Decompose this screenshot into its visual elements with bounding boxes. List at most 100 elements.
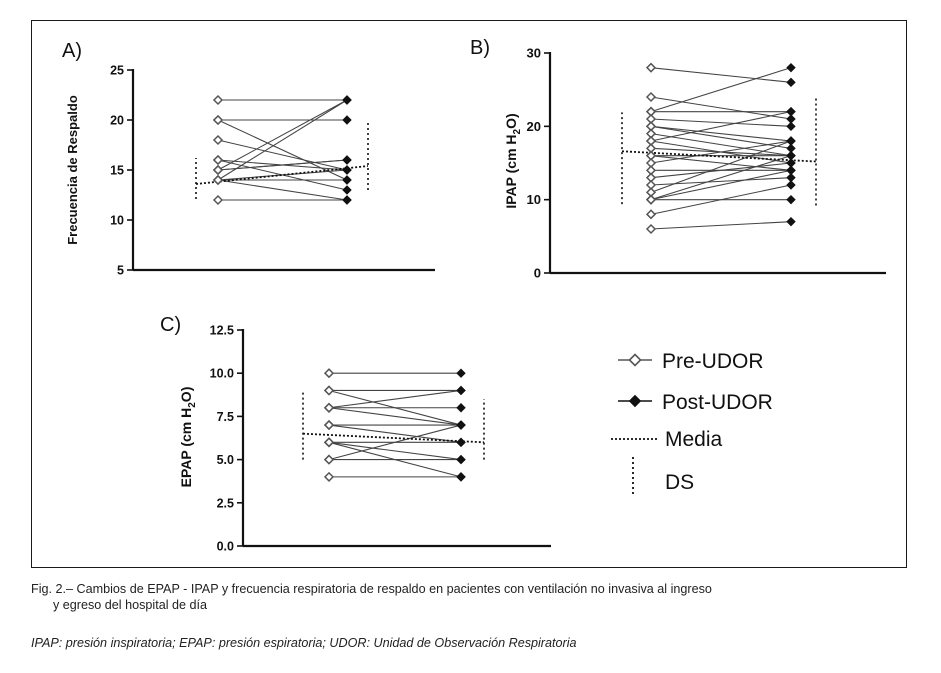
pre-marker: [323, 385, 335, 396]
pair-line: [328, 389, 462, 409]
pair-line: [650, 96, 792, 120]
panel-c-ylabel: EPAP (cm H2O): [178, 387, 198, 488]
pair-line: [650, 169, 792, 201]
panel-c-label: C): [160, 314, 181, 336]
legend-pre-label: Pre-UDOR: [662, 350, 764, 373]
pair-line: [650, 184, 792, 215]
post-marker: [786, 180, 796, 190]
pre-marker: [645, 91, 657, 103]
post-marker: [786, 194, 796, 205]
post-marker: [786, 216, 796, 227]
y-tick-label: 12.5: [210, 324, 234, 338]
caption-line-1: Fig. 2.– Cambios de EPAP - IPAP y frecue…: [31, 582, 712, 596]
post-marker: [342, 115, 352, 125]
figure-caption: Fig. 2.– Cambios de EPAP - IPAP y frecue…: [31, 581, 911, 613]
post-marker: [456, 454, 466, 465]
y-tick-label: 7.5: [217, 410, 234, 424]
panel-b-pair-lines: [650, 67, 792, 230]
pre-marker: [212, 154, 224, 166]
panel-c-axes: 0.0 2.5 5.0 7.5 10.0 12.5: [210, 324, 551, 554]
panel-c-sd-lines: [302, 390, 485, 460]
mean-line: [195, 165, 369, 185]
post-marker: [456, 437, 466, 448]
y-tick-label: 10: [110, 214, 124, 228]
pre-marker: [645, 62, 657, 73]
pair-line: [650, 125, 792, 142]
pair-line: [217, 179, 348, 201]
pair-line: [650, 155, 792, 171]
legend: Pre-UDOR Post-UDOR Media DS: [611, 350, 773, 494]
panel-a-sd-lines: [195, 120, 369, 199]
legend-item-mean: Media: [611, 428, 723, 451]
panel-a-mean-line: [195, 165, 369, 185]
pair-line: [328, 424, 462, 461]
pre-marker: [212, 194, 224, 206]
pre-marker: [645, 209, 657, 220]
panel-b-sd-lines: [621, 97, 817, 206]
pair-line: [217, 119, 348, 181]
panel-b-axes: 0 10 20 30: [527, 46, 886, 281]
post-marker: [342, 155, 352, 165]
pair-line: [328, 441, 462, 478]
pair-line: [217, 99, 348, 181]
y-tick-label: 10: [527, 192, 541, 207]
pre-marker: [323, 437, 335, 448]
figure-frame: [31, 20, 907, 568]
y-tick-label: 10.0: [210, 367, 234, 381]
pair-line: [650, 118, 792, 127]
pre-marker: [323, 454, 335, 465]
y-tick-label: 5.0: [217, 453, 234, 467]
pair-line: [650, 155, 792, 201]
pair-line: [650, 140, 792, 193]
panel-a: A) Frecuencia de Respaldo 5 10 15 20 25: [62, 40, 435, 278]
pair-line: [217, 139, 348, 171]
post-marker: [786, 150, 796, 161]
panel-b-ylabel: IPAP (cm H2O): [503, 113, 523, 208]
pre-marker: [323, 419, 335, 431]
pair-line: [217, 159, 348, 171]
legend-item-pre: Pre-UDOR: [618, 350, 764, 373]
panel-b-label: B): [470, 37, 490, 59]
panel-a-ylabel: Frecuencia de Respaldo: [65, 95, 80, 245]
pre-marker: [645, 223, 657, 235]
post-marker: [786, 165, 796, 176]
panel-a-markers: [212, 94, 352, 206]
post-marker: [456, 385, 466, 396]
panel-c-pair-lines: [328, 372, 462, 478]
post-marker: [456, 472, 466, 482]
panel-b-mean-line: [621, 150, 817, 163]
panel-c-markers: [323, 368, 466, 482]
post-marker: [786, 77, 796, 88]
post-marker: [786, 121, 796, 132]
pair-line: [650, 177, 792, 186]
post-marker: [342, 95, 352, 105]
post-marker: [456, 368, 466, 378]
y-tick-label: 0: [534, 266, 541, 281]
mean-line: [621, 150, 817, 163]
panel-a-pair-lines: [217, 99, 348, 201]
legend-item-post: Post-UDOR: [618, 391, 773, 414]
pre-marker: [645, 194, 657, 205]
post-marker: [342, 195, 352, 205]
figure-footnote: IPAP: presión inspiratoria; EPAP: presió…: [31, 636, 577, 650]
legend-item-sd: DS: [632, 457, 694, 494]
pair-line: [328, 424, 462, 443]
y-tick-label: 20: [527, 119, 541, 134]
post-marker: [456, 403, 466, 413]
pair-line: [650, 221, 792, 230]
pre-marker: [212, 134, 224, 146]
legend-mean-label: Media: [665, 428, 723, 451]
y-tick-label: 15: [110, 164, 124, 178]
pair-line: [650, 67, 792, 113]
panel-a-axes: 5 10 15 20 25: [110, 64, 435, 278]
post-marker: [456, 420, 466, 430]
pre-marker: [212, 164, 224, 176]
pair-line: [217, 169, 348, 181]
caption-line-2: y egreso del hospital de día: [53, 598, 208, 612]
y-tick-label: 2.5: [217, 496, 234, 510]
legend-sd-label: DS: [665, 471, 694, 494]
post-marker: [342, 185, 352, 195]
legend-post-marker-icon: [628, 394, 642, 408]
pre-marker: [323, 402, 335, 413]
panel-c: C) EPAP (cm H2O) 0.0 2.5 5.0 7.5 10.0 12.5: [160, 314, 551, 554]
